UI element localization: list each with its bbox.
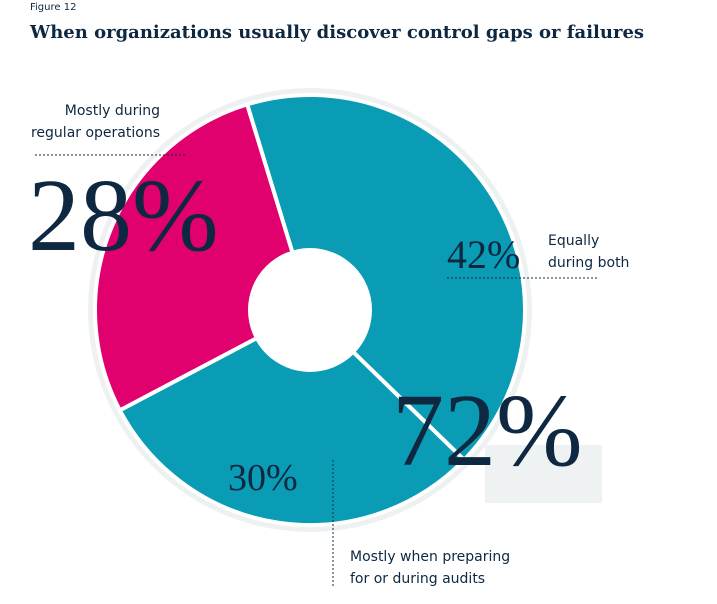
donut-hole	[248, 248, 372, 372]
chart-title: When organizations usually discover cont…	[30, 22, 645, 43]
value-label: 28%	[28, 158, 219, 273]
label-backdrop	[485, 445, 602, 503]
category-label: Mostly during regular operations	[30, 103, 160, 141]
slice	[244, 93, 527, 463]
value-label: 30%	[228, 457, 298, 499]
figure-label: Figure 12	[30, 2, 77, 13]
slice	[117, 307, 467, 527]
category-label: Equally during both	[548, 233, 630, 271]
category-label: Mostly when preparing for or during audi…	[350, 549, 511, 587]
value-label: 42%	[447, 232, 520, 277]
combined-label: 72%	[392, 373, 583, 488]
donut-ring	[88, 88, 532, 532]
